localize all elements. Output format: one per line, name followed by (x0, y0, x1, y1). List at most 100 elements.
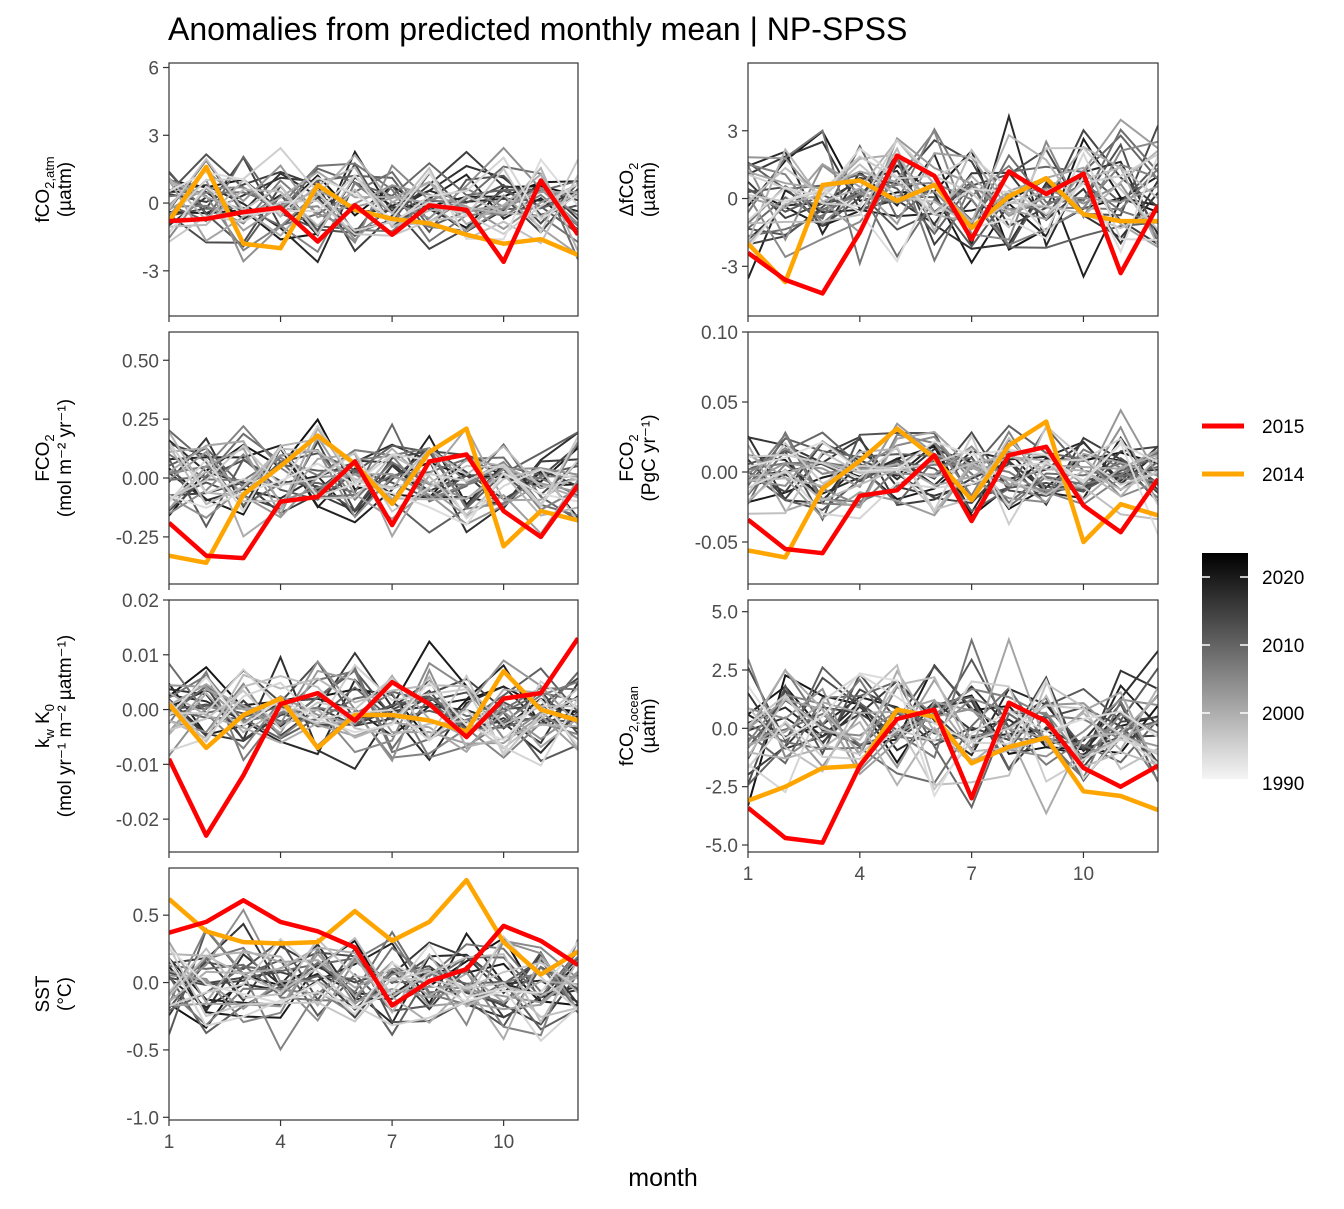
background-year-line (748, 118, 1158, 226)
background-years (169, 907, 578, 1052)
y-tick-label: 0.02 (122, 591, 159, 612)
background-year-line (169, 180, 578, 232)
panel-frame (168, 867, 579, 1121)
background-year-line (169, 936, 578, 1025)
series-line-2014 (169, 668, 578, 751)
panel-fco2_area: -0.25 0.00 0.25 0.50 FCO2(mol m⁻² yr⁻¹) (33, 331, 579, 590)
panel-sst: -1.0 -0.5 0.0 0.5 1 4 7 10 SST (°C) (33, 867, 579, 1153)
y-tick-label: 0.00 (701, 463, 738, 484)
y-tick-label: -3 (142, 262, 159, 283)
background-year-line (169, 931, 578, 1006)
background-year-line (169, 153, 578, 237)
background-year-line (169, 934, 578, 1027)
panel-frame (168, 599, 579, 853)
series-line-2015 (748, 153, 1158, 296)
highlight-series (169, 164, 578, 265)
series-line-2014 (169, 426, 578, 566)
panel-frame (747, 599, 1159, 853)
background-year-line (748, 437, 1158, 512)
panel-frame (168, 331, 579, 585)
series-line-2015 (169, 452, 578, 561)
y-tick-label: 0.50 (122, 351, 159, 372)
y-axis-unit: (mol yr⁻¹ m⁻² µatm⁻¹) (55, 635, 76, 817)
background-year-line (748, 424, 1158, 510)
highlight-series (169, 637, 578, 838)
series-line-2014 (748, 707, 1158, 813)
colorbar-label-2000: 2000 (1262, 704, 1304, 725)
panels: -3036fCO2,atm(µatm)-303ΔfCO2(µatm)-0.250… (33, 59, 1159, 1153)
y-axis-unit: (µatm) (639, 162, 660, 217)
x-axis-title: month (628, 1164, 697, 1192)
panel-dfco2: -3 0 3 ΔfCO2(µatm) (617, 62, 1159, 322)
background-year-line (169, 158, 578, 243)
series-line-2015 (169, 178, 578, 265)
background-year-line (748, 636, 1158, 772)
background-year-line (748, 432, 1158, 507)
highlight-series (169, 426, 578, 566)
highlight-series (748, 153, 1158, 296)
x-tick-label: 1 (743, 864, 754, 885)
background-year-line (748, 667, 1158, 764)
panel-kwk0: -0.02 -0.01 0.00 0.01 0.02 kw K0(mol yr⁻¹ m⁻²… (33, 591, 579, 858)
y-tick-label: -0.25 (116, 528, 159, 549)
background-year-line (169, 942, 578, 1043)
colorbar-label-2020: 2020 (1262, 568, 1304, 589)
legend-label-2014: 2014 (1262, 465, 1305, 486)
background-year-line (169, 188, 578, 228)
y-axis-unit: (µatm) (639, 698, 660, 753)
y-tick-label: -2.5 (705, 778, 738, 799)
background-year-line (748, 676, 1158, 769)
background-year-line (169, 156, 578, 234)
y-tick-label: 3 (727, 122, 738, 143)
series-line-2014 (169, 877, 578, 977)
y-axis-title: fCO2,ocean (617, 686, 641, 766)
y-tick-label: -0.05 (695, 533, 738, 554)
figure-title: Anomalies from predicted monthly mean | … (168, 11, 907, 47)
y-tick-label: -0.02 (116, 810, 159, 831)
colorbar-ticks (1202, 576, 1248, 714)
y-tick-label: 5.0 (712, 603, 738, 624)
y-tick-label: -0.01 (116, 755, 159, 776)
x-tick-label: 10 (493, 1132, 514, 1153)
y-tick-label: 0.05 (701, 393, 738, 414)
colorbar-label-1990: 1990 (1262, 774, 1304, 795)
background-year-line (169, 675, 578, 748)
background-year-line (169, 166, 578, 252)
legend-label-2015: 2015 (1262, 417, 1304, 438)
x-tick-label: 1 (164, 1132, 175, 1153)
y-axis-title: fCO2,atm (33, 156, 57, 222)
y-axis-unit: (PgC yr⁻¹) (639, 414, 660, 501)
y-axis-unit: (µatm) (55, 162, 76, 217)
background-year-line (169, 659, 578, 763)
panel-fco2_total: -0.05 0.00 0.05 0.10 FCO2(PgC yr⁻¹) (617, 323, 1159, 590)
y-tick-label: 6 (148, 59, 159, 80)
background-year-line (748, 668, 1158, 816)
background-year-line (169, 154, 578, 223)
series-line-2015 (748, 700, 1158, 845)
series-line-2015 (748, 444, 1158, 556)
background-year-line (169, 663, 578, 756)
y-tick-label: -1.0 (126, 1108, 159, 1129)
background-year-line (748, 680, 1158, 783)
colorbar (1202, 553, 1248, 779)
x-tick-label: 7 (387, 1132, 398, 1153)
highlight-series (169, 877, 578, 1008)
y-axis-title: FCO2 (617, 434, 641, 481)
background-year-line (748, 664, 1158, 785)
x-tick-label: 10 (1073, 864, 1094, 885)
background-years (169, 417, 578, 539)
x-tick-label: 4 (855, 864, 866, 885)
x-tick-label: 4 (275, 1132, 286, 1153)
background-year-line (169, 927, 578, 1052)
background-year-line (748, 433, 1158, 527)
background-year-line (169, 673, 578, 758)
y-tick-label: 0.0 (133, 974, 159, 995)
y-tick-label: 0.00 (122, 701, 159, 722)
background-year-line (169, 941, 578, 1016)
series-line-2015 (169, 637, 578, 838)
background-year-line (169, 153, 578, 234)
y-tick-label: -3 (721, 257, 738, 278)
y-axis-title: FCO2 (33, 434, 57, 481)
panel-frame (168, 62, 579, 317)
